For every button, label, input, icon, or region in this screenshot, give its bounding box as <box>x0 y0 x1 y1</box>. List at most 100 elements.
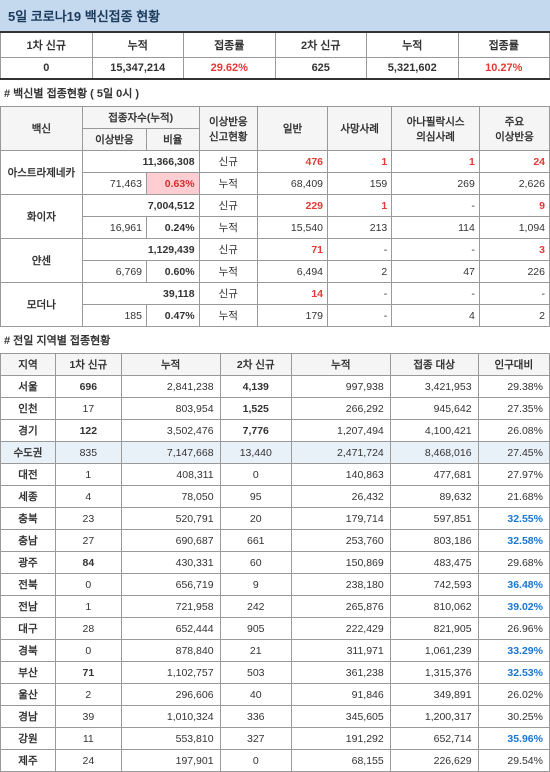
region-d2: 4,139 <box>220 376 291 398</box>
region-d2: 905 <box>220 618 291 640</box>
region-d1: 2 <box>55 684 121 706</box>
region-name: 전북 <box>1 574 56 596</box>
vaccine-name: 모더나 <box>1 283 83 327</box>
region-ratio: 33.29% <box>478 640 549 662</box>
region-c2: 150,869 <box>291 552 390 574</box>
region-ratio: 26.08% <box>478 420 549 442</box>
vaccine-cum-ana: 114 <box>392 217 480 239</box>
vh-count: 접종자수(누적) <box>82 107 199 129</box>
vh-status: 이상반응 신고현황 <box>199 107 257 151</box>
region-d1: 1 <box>55 464 121 486</box>
region-c2: 68,155 <box>291 750 390 772</box>
region-target: 1,315,376 <box>390 662 478 684</box>
region-d2: 336 <box>220 706 291 728</box>
region-c1: 690,687 <box>121 530 220 552</box>
region-c2: 1,207,494 <box>291 420 390 442</box>
region-d2: 40 <box>220 684 291 706</box>
vaccine-cum-label: 누적 <box>199 305 257 327</box>
vaccine-adverse-count: 71,463 <box>82 173 146 195</box>
region-ratio: 29.54% <box>478 750 549 772</box>
summary-r1: 29.62% <box>184 58 276 80</box>
region-ratio: 26.96% <box>478 618 549 640</box>
region-name: 제주 <box>1 750 56 772</box>
region-c1: 7,147,668 <box>121 442 220 464</box>
region-name: 부산 <box>1 662 56 684</box>
summary-c2: 5,321,602 <box>367 58 459 80</box>
region-c2: 253,760 <box>291 530 390 552</box>
region-name: 충북 <box>1 508 56 530</box>
vaccine-name: 화이자 <box>1 195 83 239</box>
region-target: 1,200,317 <box>390 706 478 728</box>
region-d2: 95 <box>220 486 291 508</box>
summary-d1: 0 <box>1 58 93 80</box>
region-ratio: 29.68% <box>478 552 549 574</box>
rh-1: 1차 신규 <box>55 354 121 376</box>
region-d1: 71 <box>55 662 121 684</box>
region-ratio: 26.02% <box>478 684 549 706</box>
vaccine-cum-major: 226 <box>479 261 549 283</box>
region-d2: 0 <box>220 464 291 486</box>
vaccine-adverse-count: 16,961 <box>82 217 146 239</box>
region-name: 수도권 <box>1 442 56 464</box>
rh-4: 누적 <box>291 354 390 376</box>
region-ratio: 27.97% <box>478 464 549 486</box>
summary-h1: 1차 신규 <box>1 32 93 58</box>
region-d1: 24 <box>55 750 121 772</box>
vaccine-cum-major: 2 <box>479 305 549 327</box>
summary-h6: 접종률 <box>458 32 550 58</box>
region-target: 4,100,421 <box>390 420 478 442</box>
rh-6: 인구대비 <box>478 354 549 376</box>
vaccine-cum-label: 누적 <box>199 173 257 195</box>
summary-r2: 10.27% <box>458 58 550 80</box>
vaccine-name: 아스트라제네카 <box>1 151 83 195</box>
region-c2: 265,876 <box>291 596 390 618</box>
region-name: 경기 <box>1 420 56 442</box>
region-d1: 39 <box>55 706 121 728</box>
region-target: 821,905 <box>390 618 478 640</box>
region-d1: 84 <box>55 552 121 574</box>
vaccine-new-label: 신규 <box>199 195 257 217</box>
region-target: 742,593 <box>390 574 478 596</box>
vaccine-new-general: 14 <box>257 283 327 305</box>
rh-5: 접종 대상 <box>390 354 478 376</box>
vaccine-new-death: - <box>328 239 392 261</box>
vaccine-new-general: 71 <box>257 239 327 261</box>
region-c1: 296,606 <box>121 684 220 706</box>
vh-death: 사망사례 <box>328 107 392 151</box>
vaccine-new-ana: - <box>392 195 480 217</box>
region-c2: 26,432 <box>291 486 390 508</box>
region-target: 89,632 <box>390 486 478 508</box>
region-name: 경남 <box>1 706 56 728</box>
region-name: 전남 <box>1 596 56 618</box>
vaccine-cum-death: 2 <box>328 261 392 283</box>
summary-c1: 15,347,214 <box>92 58 184 80</box>
region-ratio: 36.48% <box>478 574 549 596</box>
vaccine-new-major: 3 <box>479 239 549 261</box>
region-name: 강원 <box>1 728 56 750</box>
region-ratio: 27.45% <box>478 442 549 464</box>
region-name: 울산 <box>1 684 56 706</box>
region-table: 지역 1차 신규 누적 2차 신규 누적 접종 대상 인구대비 서울 696 2… <box>0 353 550 772</box>
vaccine-cum-major: 1,094 <box>479 217 549 239</box>
vaccine-new-general: 229 <box>257 195 327 217</box>
region-c2: 2,471,724 <box>291 442 390 464</box>
region-d2: 9 <box>220 574 291 596</box>
vaccine-count: 39,118 <box>82 283 199 305</box>
vaccine-new-death: - <box>328 283 392 305</box>
region-name: 충남 <box>1 530 56 552</box>
region-target: 3,421,953 <box>390 376 478 398</box>
vaccine-cum-ana: 4 <box>392 305 480 327</box>
vaccine-cum-major: 2,626 <box>479 173 549 195</box>
region-name: 서울 <box>1 376 56 398</box>
vaccine-cum-general: 6,494 <box>257 261 327 283</box>
region-ratio: 30.25% <box>478 706 549 728</box>
vaccine-count: 11,366,308 <box>82 151 199 173</box>
vaccine-ratio: 0.24% <box>147 217 200 239</box>
vaccine-adverse-count: 6,769 <box>82 261 146 283</box>
vaccine-section-title: # 백신별 접종현황 ( 5일 0시 ) <box>0 80 550 106</box>
region-name: 경북 <box>1 640 56 662</box>
region-c1: 1,010,324 <box>121 706 220 728</box>
vh-adverse: 이상반응 <box>82 129 146 151</box>
region-name: 대구 <box>1 618 56 640</box>
region-d2: 661 <box>220 530 291 552</box>
